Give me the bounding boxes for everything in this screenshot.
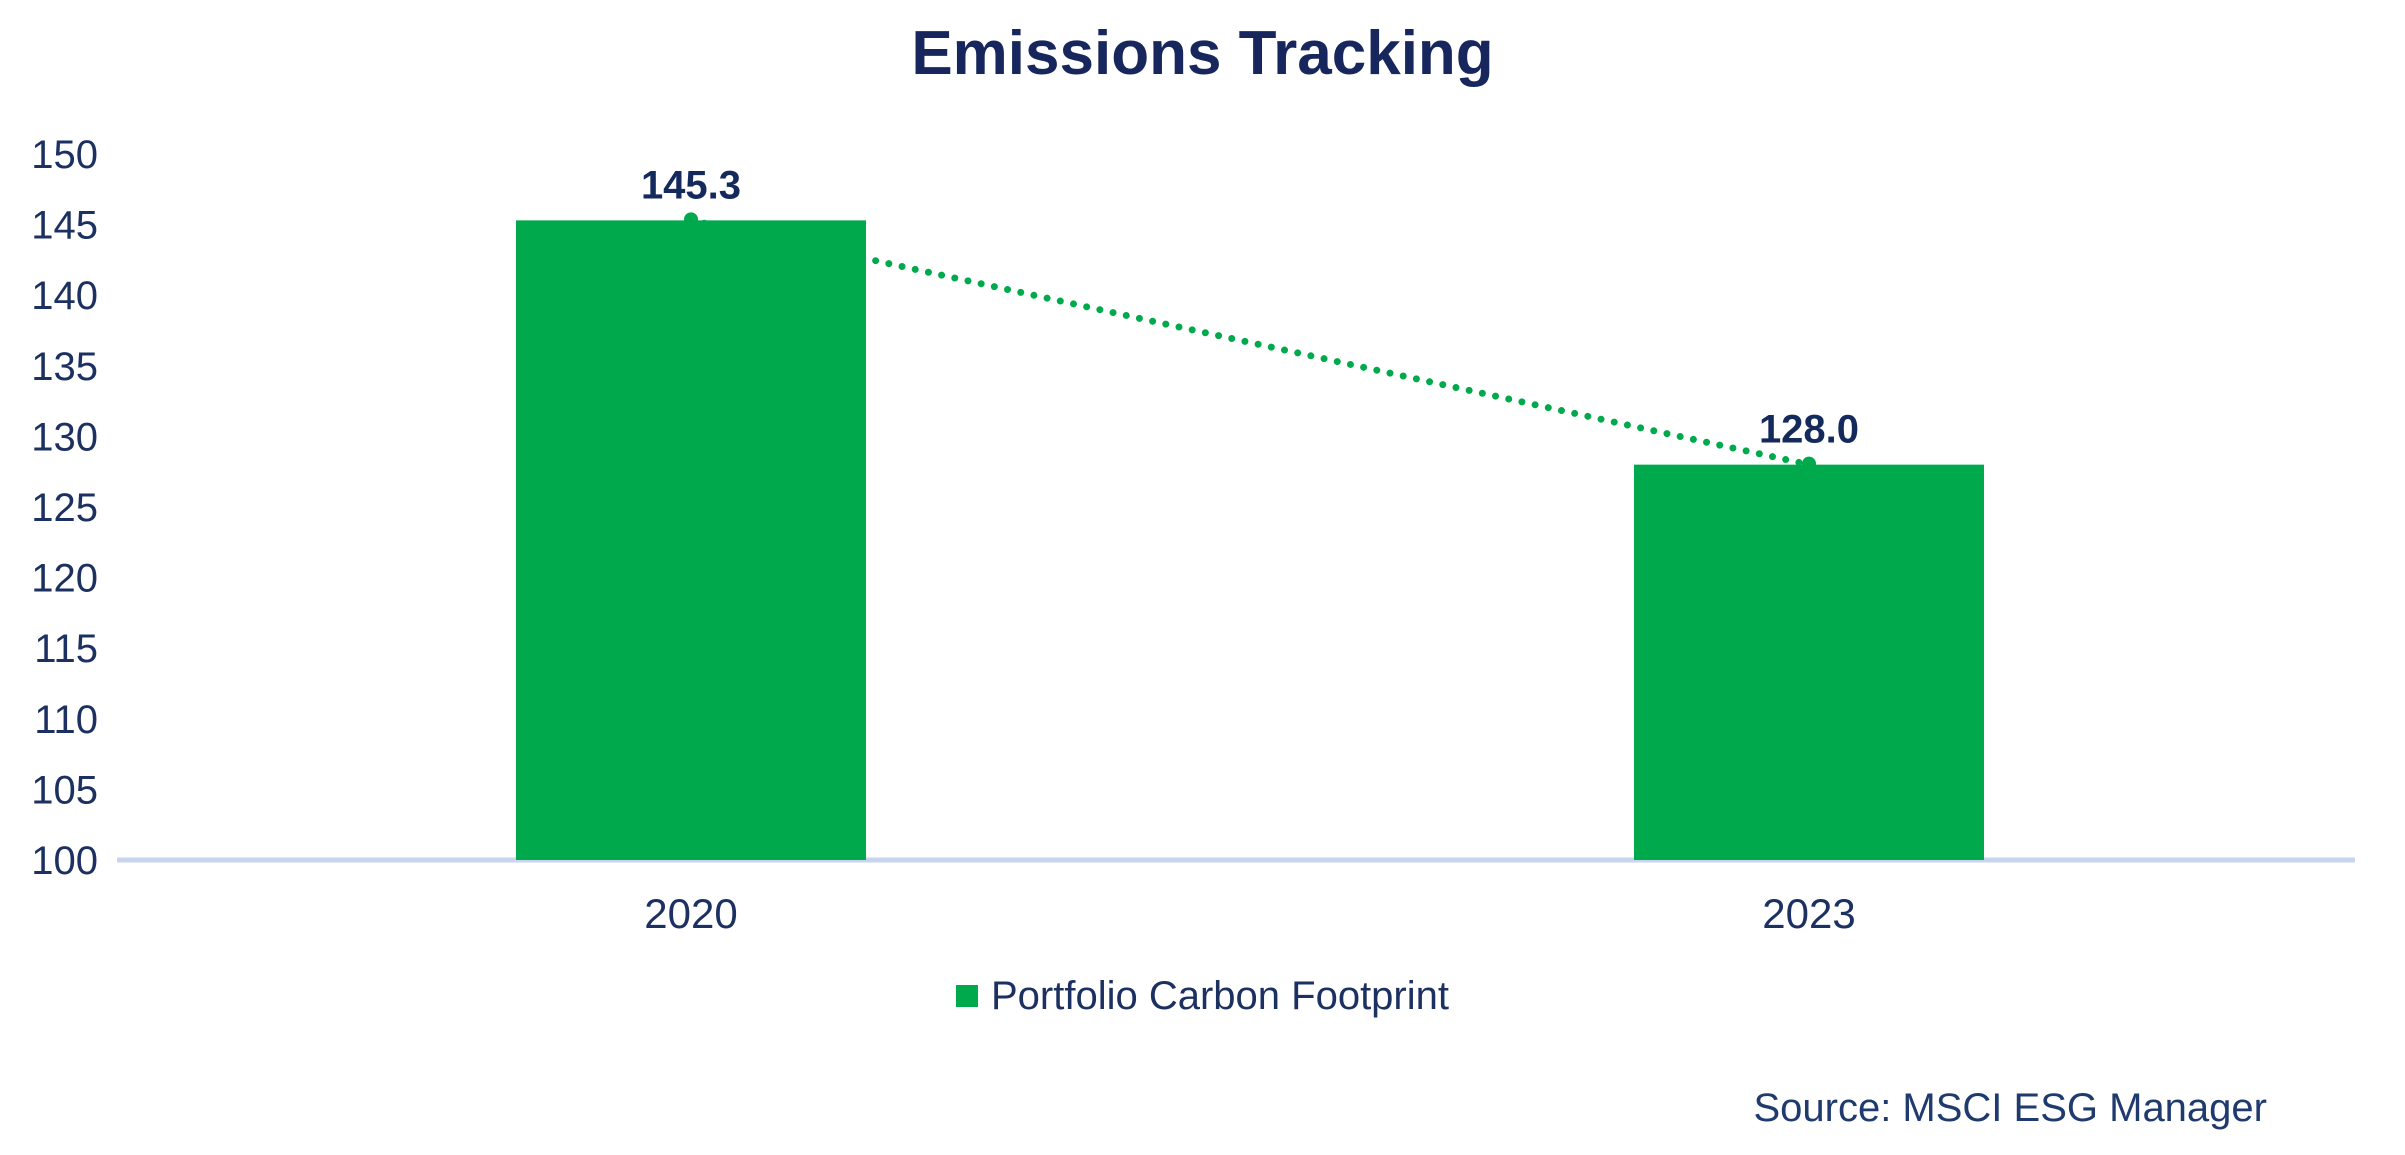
source-note: Source: MSCI ESG Manager: [1753, 1086, 2267, 1130]
data-labels-group: 145.3 128.0: [641, 163, 1859, 451]
x-category-label: 2020: [644, 890, 737, 937]
legend-label: Portfolio Carbon Footprint: [990, 974, 1449, 1018]
y-tick-label: 100: [31, 839, 98, 883]
bar-data-label: 145.3: [641, 163, 741, 207]
bar-2020: [516, 220, 866, 860]
bars-group: [516, 220, 1984, 860]
y-tick-label: 150: [31, 133, 98, 177]
bar-data-label: 128.0: [1759, 408, 1859, 452]
y-tick-label: 130: [31, 415, 98, 459]
y-axis-tick-labels: 100 105 110 115 120 125 130 135 140 145 150: [31, 133, 98, 883]
x-axis-category-labels: 2020 2023: [644, 890, 1855, 937]
legend-swatch: [955, 985, 978, 1007]
y-tick-label: 145: [31, 204, 98, 248]
legend: Portfolio Carbon Footprint: [0, 976, 2405, 1016]
y-tick-label: 105: [31, 768, 98, 812]
y-tick-label: 125: [31, 486, 98, 530]
chart-title: Emissions Tracking: [911, 19, 1494, 88]
trendline-dotted: [687, 216, 1813, 469]
x-category-label: 2023: [1762, 890, 1855, 937]
y-tick-label: 135: [31, 345, 98, 389]
y-tick-label: 120: [31, 557, 98, 601]
y-tick-label: 110: [34, 698, 98, 742]
bar-2023: [1634, 464, 1984, 860]
y-tick-label: 115: [34, 627, 98, 671]
y-tick-label: 140: [31, 274, 98, 318]
